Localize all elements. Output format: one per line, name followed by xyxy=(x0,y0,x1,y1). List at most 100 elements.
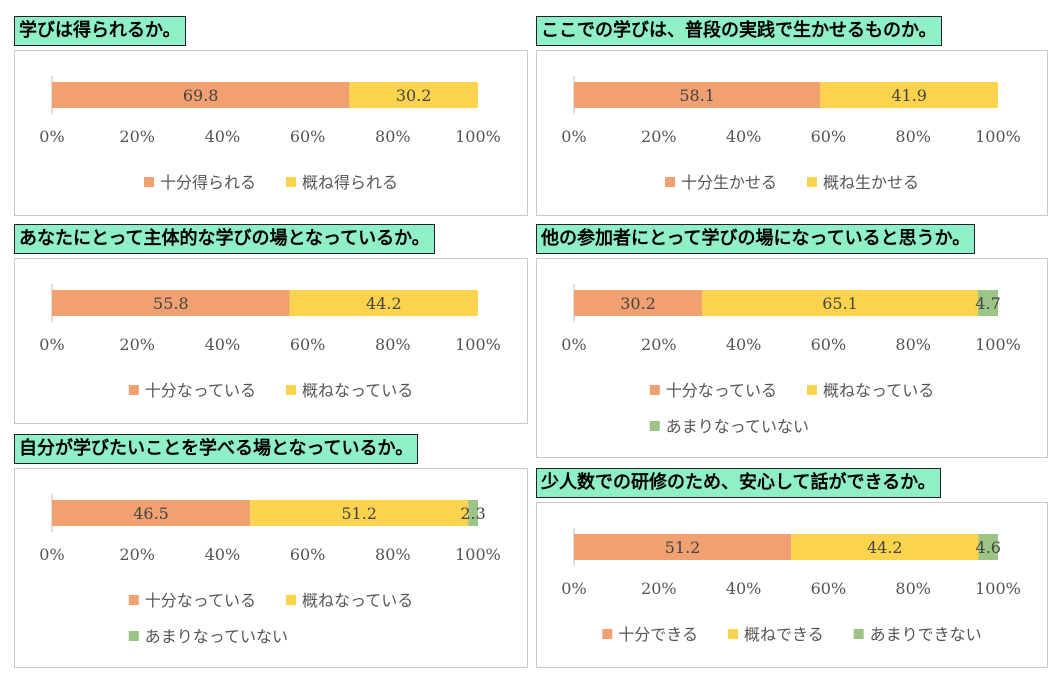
legend-swatch xyxy=(602,629,613,639)
stacked-bar-chart: 55.8 44.2 0% 20% 40% 60% 80% 100% 十分なっている 概ねなっている xyxy=(39,284,501,400)
legend-label: 概ね生かせる xyxy=(823,173,919,192)
chart-title: 学びは得られるか。 xyxy=(14,16,186,46)
data-label: 51.2 xyxy=(341,504,377,523)
tick-label: 100% xyxy=(975,579,1021,598)
tick-label: 80% xyxy=(895,127,931,146)
legend-label: 概ね得られる xyxy=(302,173,398,192)
legend-swatch xyxy=(807,177,817,187)
tick-label: 100% xyxy=(975,335,1021,354)
tick-label: 20% xyxy=(641,579,677,598)
legend-label: 概ねなっている xyxy=(302,591,413,610)
bar-segment xyxy=(52,290,290,316)
tick-label: 80% xyxy=(895,579,931,598)
tick-label: 100% xyxy=(455,127,501,146)
bar-segment xyxy=(574,290,703,316)
chart-panel-others-learning: 他の参加者にとって学びの場になっていると思うか。 30.2 65.1 4.7 0% 20… xyxy=(536,224,1048,458)
tick-label: 100% xyxy=(455,335,501,354)
stacked-bar-chart: 51.2 44.2 4.6 0% 20% 40% 60% 80% 100% 十分できる 概ねできる あ… xyxy=(561,528,1021,644)
stacked-bar-chart: 30.2 65.1 4.7 0% 20% 40% 60% 80% 100% 十分なっている 概ねなっ… xyxy=(561,284,1021,436)
tick-label: 0% xyxy=(561,335,586,354)
chart-title: 他の参加者にとって学びの場になっていると思うか。 xyxy=(536,224,976,254)
tick-label: 20% xyxy=(119,545,155,564)
legend-label: あまりなっていない xyxy=(145,627,288,646)
chart-title: ここでの学びは、普段の実践で生かせるものか。 xyxy=(536,16,942,46)
legend-label: 十分できる xyxy=(618,625,698,644)
legend-swatch xyxy=(286,177,296,187)
bar-segment xyxy=(250,500,469,526)
tick-label: 40% xyxy=(205,545,241,564)
legend-swatch xyxy=(286,595,296,605)
tick-label: 20% xyxy=(119,127,155,146)
data-label: 41.9 xyxy=(891,86,927,105)
tick-label: 0% xyxy=(561,127,586,146)
tick-label: 0% xyxy=(39,545,64,564)
tick-label: 40% xyxy=(726,579,762,598)
tick-label: 80% xyxy=(895,335,931,354)
bar-segment xyxy=(978,290,998,316)
tick-label: 80% xyxy=(375,127,411,146)
tick-label: 20% xyxy=(641,127,677,146)
legend-label: 十分なっている xyxy=(145,381,256,400)
chart-panel-safe-talk: 少人数での研修のため、安心して話ができるか。 51.2 44.2 4.6 0% 20% 4… xyxy=(536,468,1048,668)
chart-panel-proactive-learning: あなたにとって主体的な学びの場となっているか。 55.8 44.2 0% 20% 40%… xyxy=(14,224,528,424)
tick-label: 60% xyxy=(290,335,326,354)
legend-label: 概ねなっている xyxy=(823,381,934,400)
bar-segment xyxy=(791,534,979,560)
legend-label: あまりなっていない xyxy=(666,417,809,436)
bar-segment xyxy=(289,290,478,316)
chart-panel-wanted-learning: 自分が学びたいことを学べる場となっているか。 46.5 51.2 2.3 0% 20% 4… xyxy=(14,434,528,668)
tick-label: 40% xyxy=(726,127,762,146)
bar-segment xyxy=(574,534,792,560)
tick-label: 60% xyxy=(290,545,326,564)
chart-title: 自分が学びたいことを学べる場となっているか。 xyxy=(14,434,419,464)
stacked-bar-chart: 46.5 51.2 2.3 0% 20% 40% 60% 80% 100% 十分なっている 概ねなっ… xyxy=(39,494,501,646)
bar-segment xyxy=(52,82,350,108)
legend-swatch xyxy=(649,385,660,395)
tick-label: 0% xyxy=(39,127,64,146)
tick-label: 80% xyxy=(375,335,411,354)
data-label: 4.6 xyxy=(976,538,1001,557)
legend-label: 十分なっている xyxy=(145,591,256,610)
tick-label: 40% xyxy=(726,335,762,354)
tick-label: 80% xyxy=(375,545,411,564)
data-label: 44.2 xyxy=(867,538,903,557)
legend-label: 概ねできる xyxy=(744,625,824,644)
tick-label: 60% xyxy=(811,335,847,354)
data-label: 65.1 xyxy=(822,294,858,313)
legend-swatch xyxy=(727,629,738,639)
bar-segment xyxy=(702,290,979,316)
bar-segment xyxy=(820,82,998,108)
tick-label: 60% xyxy=(290,127,326,146)
tick-label: 0% xyxy=(561,579,586,598)
chart-frame xyxy=(14,50,528,216)
bar-segment xyxy=(574,82,821,108)
legend-label: 十分生かせる xyxy=(681,173,777,192)
data-label: 55.8 xyxy=(153,294,189,313)
legend-swatch xyxy=(128,595,139,605)
chart-frame xyxy=(14,258,528,424)
legend-swatch xyxy=(286,385,296,395)
data-label: 46.5 xyxy=(133,504,169,523)
data-label: 2.3 xyxy=(460,504,485,523)
data-label: 69.8 xyxy=(183,86,219,105)
legend-label: 概ねなっている xyxy=(302,381,413,400)
legend-swatch xyxy=(807,385,817,395)
chart-title: あなたにとって主体的な学びの場となっているか。 xyxy=(14,224,435,254)
data-label: 30.2 xyxy=(396,86,432,105)
tick-label: 20% xyxy=(119,335,155,354)
legend-swatch xyxy=(853,629,864,639)
legend-swatch xyxy=(664,177,675,187)
chart-frame xyxy=(536,50,1048,216)
legend-swatch xyxy=(649,421,660,431)
legend-swatch xyxy=(143,177,154,187)
chart-frame xyxy=(536,502,1048,668)
data-label: 58.1 xyxy=(679,86,715,105)
bar-segment xyxy=(349,82,478,108)
stacked-bar-chart: 69.8 30.2 0% 20% 40% 60% 80% 100% 十分得られる 概ね得られる xyxy=(39,76,501,192)
tick-label: 40% xyxy=(205,127,241,146)
tick-label: 100% xyxy=(975,127,1021,146)
tick-label: 40% xyxy=(205,335,241,354)
legend-label: あまりできない xyxy=(870,625,982,644)
bar-segment xyxy=(978,534,998,560)
data-label: 4.7 xyxy=(975,294,1000,313)
